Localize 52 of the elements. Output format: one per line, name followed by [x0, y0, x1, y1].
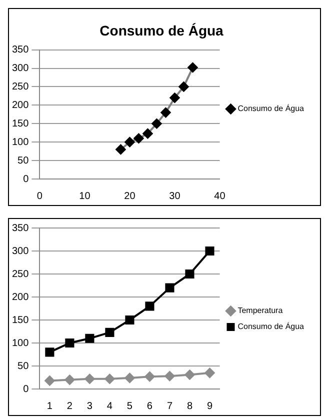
y-tick-label: 200 — [12, 100, 30, 111]
y-tick-label: 300 — [12, 63, 30, 74]
point — [44, 376, 55, 386]
y-tick-label: 350 — [12, 44, 30, 56]
x-tick-label: 0 — [36, 190, 43, 202]
y-tick-label: 100 — [12, 136, 30, 148]
x-tick-label: 6 — [146, 400, 153, 412]
point — [204, 368, 215, 378]
y-tick-label: 100 — [12, 338, 30, 349]
point — [145, 302, 154, 311]
x-tick-label: 40 — [214, 190, 226, 202]
y-tick-label: 350 — [12, 222, 30, 234]
x-tick-label: 20 — [124, 190, 136, 202]
x-tick-label: 3 — [86, 400, 93, 412]
chart-title: Consumo de Água — [100, 22, 224, 38]
point — [165, 283, 174, 292]
legend-label: Consumo de Água — [238, 104, 305, 114]
point — [65, 338, 74, 348]
point — [84, 374, 95, 384]
y-tick-label: 150 — [12, 118, 30, 130]
point — [124, 372, 135, 383]
point — [45, 348, 54, 357]
legend-label: Consumo de Água — [238, 322, 305, 332]
y-tick-label: 0 — [23, 174, 30, 185]
point — [125, 315, 134, 325]
x-tick-label: 1 — [46, 400, 53, 412]
y-tick-label: 250 — [12, 268, 30, 280]
point — [104, 374, 115, 384]
x-tick-label: 30 — [169, 190, 181, 202]
point — [185, 269, 194, 279]
y-tick-label: 300 — [12, 246, 30, 257]
x-tick-label: 8 — [186, 400, 193, 412]
x-tick-label: 4 — [106, 400, 113, 412]
point — [144, 372, 155, 382]
x-tick-label: 9 — [206, 400, 213, 412]
legend-label: Temperatura — [238, 306, 284, 316]
y-tick-label: 50 — [18, 360, 30, 372]
point — [184, 370, 195, 380]
y-tick-label: 150 — [12, 314, 30, 326]
y-tick-label: 50 — [18, 155, 30, 166]
point — [205, 246, 214, 256]
y-tick-label: 250 — [12, 81, 30, 92]
x-tick-label: 5 — [126, 400, 133, 412]
point — [105, 328, 114, 337]
point — [164, 371, 175, 382]
y-tick-label: 200 — [12, 292, 30, 303]
x-tick-label: 10 — [79, 190, 91, 202]
point — [85, 334, 94, 343]
x-tick-label: 2 — [66, 400, 73, 412]
point — [64, 374, 75, 385]
x-tick-label: 7 — [166, 400, 173, 412]
y-tick-label: 0 — [23, 384, 30, 395]
